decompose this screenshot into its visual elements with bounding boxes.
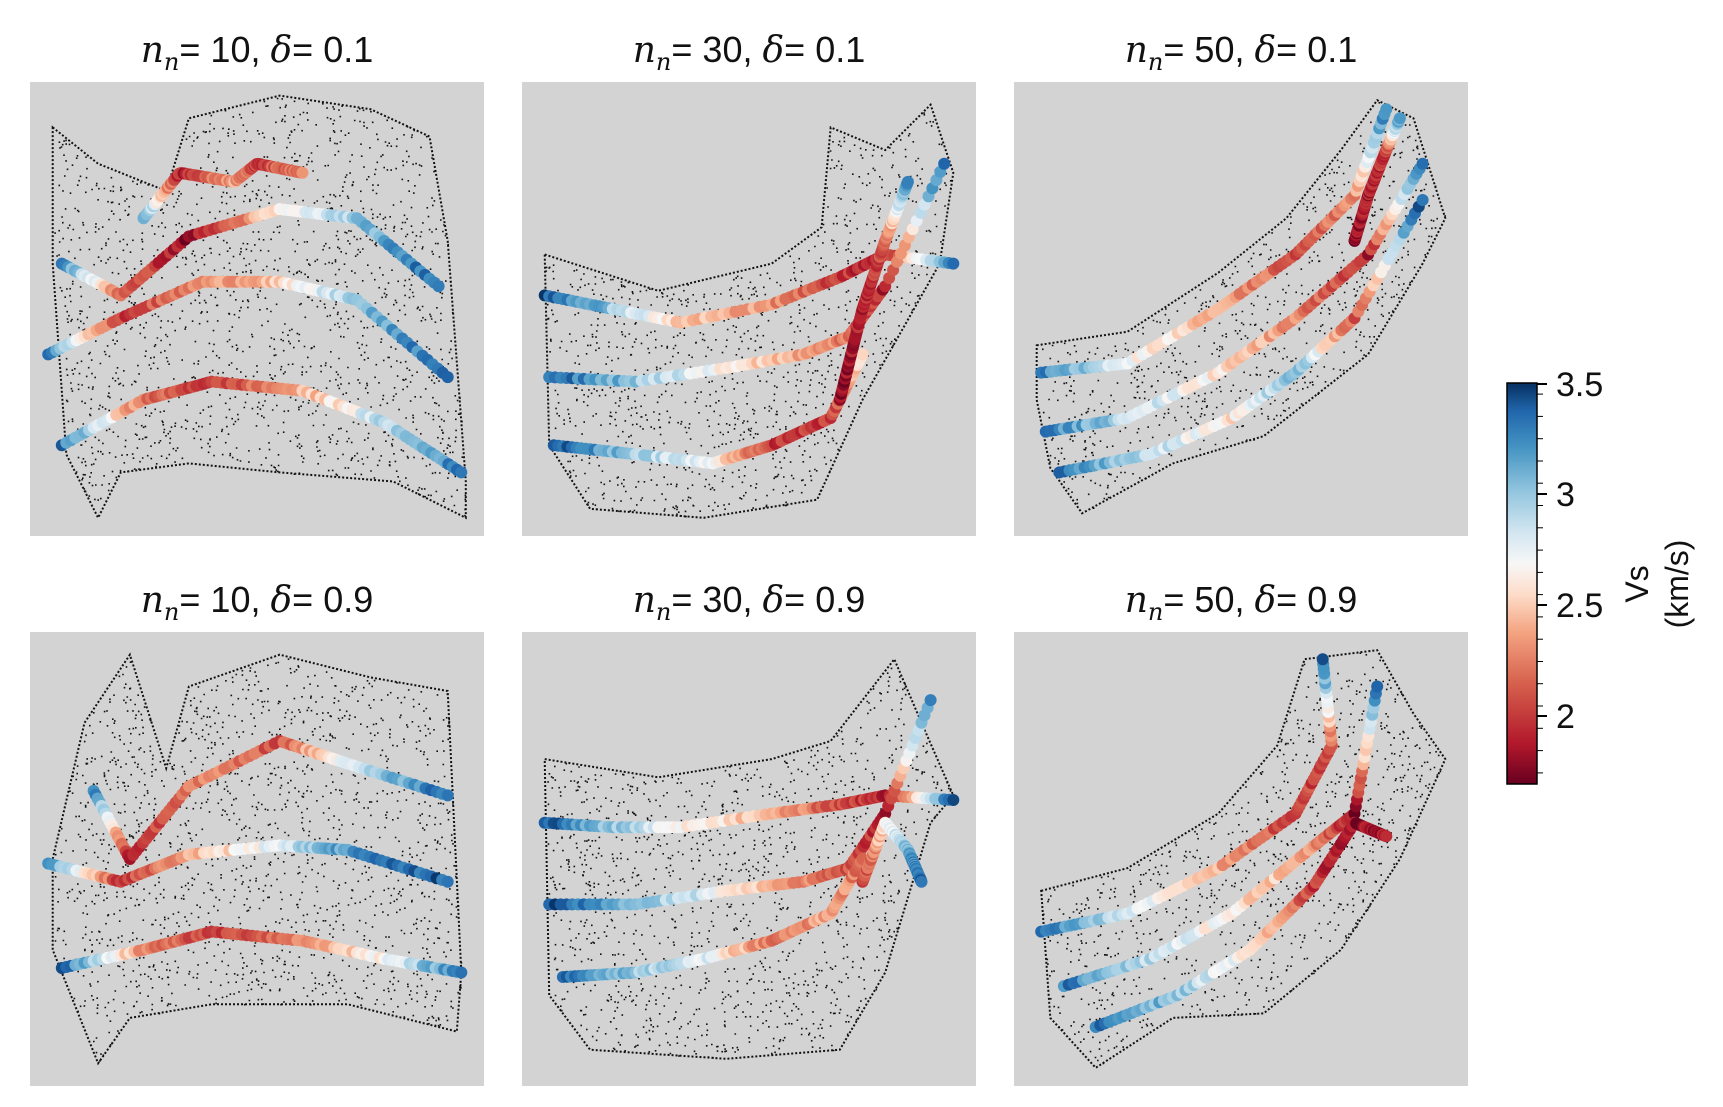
mesh-points [1040,649,1447,1070]
panel-nn-value: 10 [210,29,250,70]
colorbar-minor-ticks [1537,393,1543,774]
profile-point [1393,112,1406,125]
velocity-profile [1053,194,1429,479]
panel-2: nn= 50, δ= 0.1 [1014,29,1468,536]
velocity-profile [1089,816,1393,1033]
mesh-points [51,652,463,1066]
velocity-profile [856,816,928,888]
profile-point [915,875,928,888]
velocity-profile [87,735,454,865]
profile-point [1380,103,1393,116]
mesh-points [543,102,955,519]
velocity-profile [55,925,468,979]
profile-lines [42,157,468,479]
mesh-points [1035,98,1447,515]
profile-lines [1035,103,1429,479]
panel-background [1014,632,1468,1086]
velocity-profile [55,203,445,302]
panel-0: nn= 10, δ= 0.1 [30,29,484,536]
colorbar-tick-label: 3 [1556,476,1575,514]
panel-title: nn= 10, δ= 0.9 [141,579,374,626]
panel-title: nn= 30, δ= 0.9 [633,579,866,626]
colorbar-gradient [1506,382,1538,785]
colorbar-tick-label: 2.5 [1556,587,1603,625]
velocity-profile [1348,112,1406,247]
panel-delta-value: 0.1 [323,29,373,70]
velocity-profile [1035,653,1338,938]
panel-background [522,632,976,1086]
velocity-profile [42,839,454,888]
panel-4: nn= 30, δ= 0.9 [522,579,976,1086]
velocity-profile [556,853,869,983]
profile-lines [538,157,960,470]
panel-5: nn= 50, δ= 0.9 [1014,579,1468,1086]
panel-nn-value: 50 [1194,579,1234,620]
profile-point [856,348,869,361]
panel-title: nn= 30, δ= 0.1 [633,29,866,76]
mesh-outline [1035,98,1447,515]
colorbar-label-line1: Vs [1619,565,1655,602]
mesh-outline [543,102,955,519]
profile-point [1316,653,1329,666]
colorbar-label-line2: (km/s) [1659,540,1695,629]
panel-delta-value: 0.9 [815,579,865,620]
profile-point [901,175,914,188]
velocity-profile [547,348,869,470]
profile-point [1416,157,1429,170]
panel-nn-value: 10 [210,579,250,620]
panel-nn-value: 30 [702,579,742,620]
panel-background [30,82,484,536]
mesh-outline [1040,649,1447,1070]
panel-1: nn= 30, δ= 0.1 [522,29,976,536]
velocity-profile [1035,103,1393,379]
velocity-profile [543,157,951,388]
profile-lines [1035,653,1393,1033]
panel-title: nn= 50, δ= 0.9 [1125,579,1358,626]
profile-point [947,257,960,270]
colorbar-tick-label: 3.5 [1556,366,1603,404]
panel-3: nn= 10, δ= 0.9 [30,579,484,1086]
profile-point [296,166,309,179]
colorbar: 2 2.5 3 3.5 Vs (km/s) [1506,366,1695,785]
profile-lines [42,735,468,979]
panel-background [30,632,484,1086]
velocity-profile [1057,680,1384,993]
mesh-points [543,657,955,1060]
panel-background [1014,82,1468,536]
profile-point [432,280,445,293]
profile-point [1380,830,1393,843]
velocity-profile [1039,157,1429,438]
panel-delta-value: 0.9 [323,579,373,620]
panel-nn-value: 50 [1194,29,1234,70]
profile-point [441,789,454,802]
profile-point [441,875,454,888]
velocity-profile [137,157,309,225]
velocity-profile [55,375,468,479]
profile-point [455,466,468,479]
panel-delta-value: 0.1 [1307,29,1357,70]
profile-point [1416,194,1429,206]
profile-point [947,794,960,806]
profile-point [938,157,951,170]
profile-lines [538,694,960,983]
panel-delta-value: 0.9 [1307,579,1357,620]
colorbar-tick-label: 2 [1556,698,1575,736]
panel-delta-value: 0.1 [815,29,865,70]
profile-point [455,966,468,979]
mesh-point-cloud [547,667,952,1059]
panel-title: nn= 50, δ= 0.1 [1125,29,1358,76]
velocity-profile [833,175,914,406]
mesh-outline [51,652,463,1066]
profile-point [1371,680,1384,693]
mesh-point-cloud [1042,652,1442,1065]
panel-nn-value: 30 [702,29,742,70]
mesh-point-cloud [54,658,463,1062]
velocity-profile [42,275,454,384]
panel-title: nn= 10, δ= 0.1 [141,29,374,76]
profile-point [441,371,454,384]
profile-point [924,694,937,707]
